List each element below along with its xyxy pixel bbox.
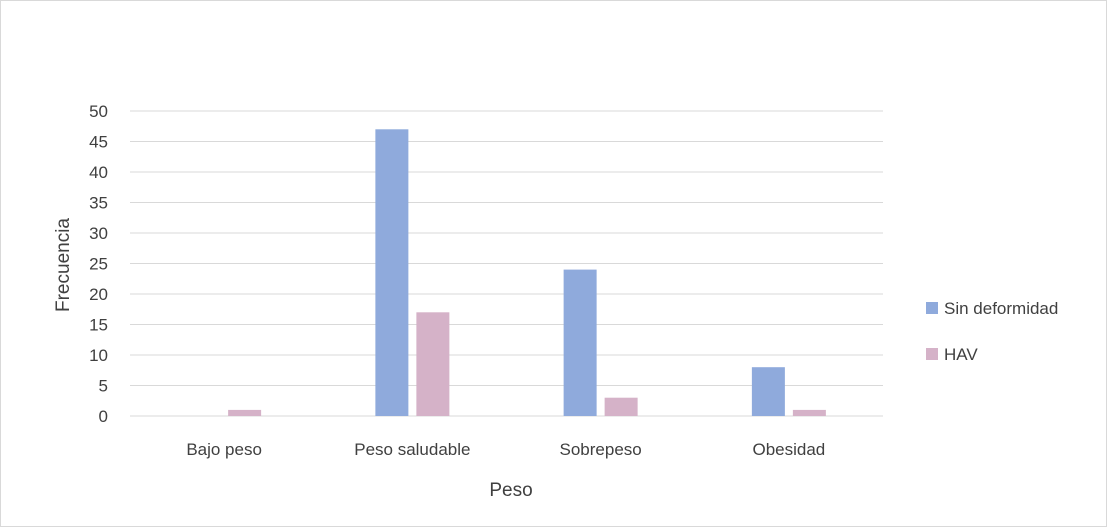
y-tick-label-35: 35 [89, 194, 108, 213]
bars [228, 129, 826, 417]
y-tick-label-15: 15 [89, 316, 108, 335]
y-tick-label-0: 0 [99, 407, 108, 426]
x-tick-label-peso-saludable: Peso saludable [354, 440, 470, 459]
bar-hav-peso-saludable [416, 312, 450, 416]
y-axis-title: Frecuencia [53, 218, 74, 312]
bar-sin-deformidad-obesidad [751, 367, 785, 416]
bar-hav-bajo-peso [228, 409, 262, 416]
y-axis-ticks: 0 5 10 15 20 25 30 35 40 45 50 [89, 102, 108, 426]
bar-sin-deformidad-peso-saludable [375, 129, 409, 417]
legend-swatch-hav [926, 348, 938, 360]
y-tick-label-50: 50 [89, 102, 108, 121]
bar-hav-obesidad [792, 409, 826, 416]
y-tick-label-45: 45 [89, 133, 108, 152]
legend: Sin deformidad HAV [926, 299, 1058, 364]
gridlines [130, 110, 883, 417]
legend-label-hav: HAV [944, 345, 978, 364]
bar-sin-deformidad-sobrepeso [563, 269, 597, 416]
y-tick-label-25: 25 [89, 255, 108, 274]
x-axis-ticks: Bajo peso Peso saludable Sobrepeso Obesidad [186, 440, 825, 459]
y-tick-label-10: 10 [89, 346, 108, 365]
y-tick-label-5: 5 [99, 377, 108, 396]
y-tick-label-40: 40 [89, 163, 108, 182]
x-tick-label-sobrepeso: Sobrepeso [560, 440, 642, 459]
x-tick-label-bajo-peso: Bajo peso [186, 440, 262, 459]
x-tick-label-obesidad: Obesidad [752, 440, 825, 459]
legend-label-sin-deformidad: Sin deformidad [944, 299, 1058, 318]
y-tick-label-20: 20 [89, 285, 108, 304]
bar-hav-sobrepeso [604, 397, 638, 416]
legend-swatch-sin-deformidad [926, 302, 938, 314]
x-axis-title: Peso [489, 480, 532, 501]
y-tick-label-30: 30 [89, 224, 108, 243]
